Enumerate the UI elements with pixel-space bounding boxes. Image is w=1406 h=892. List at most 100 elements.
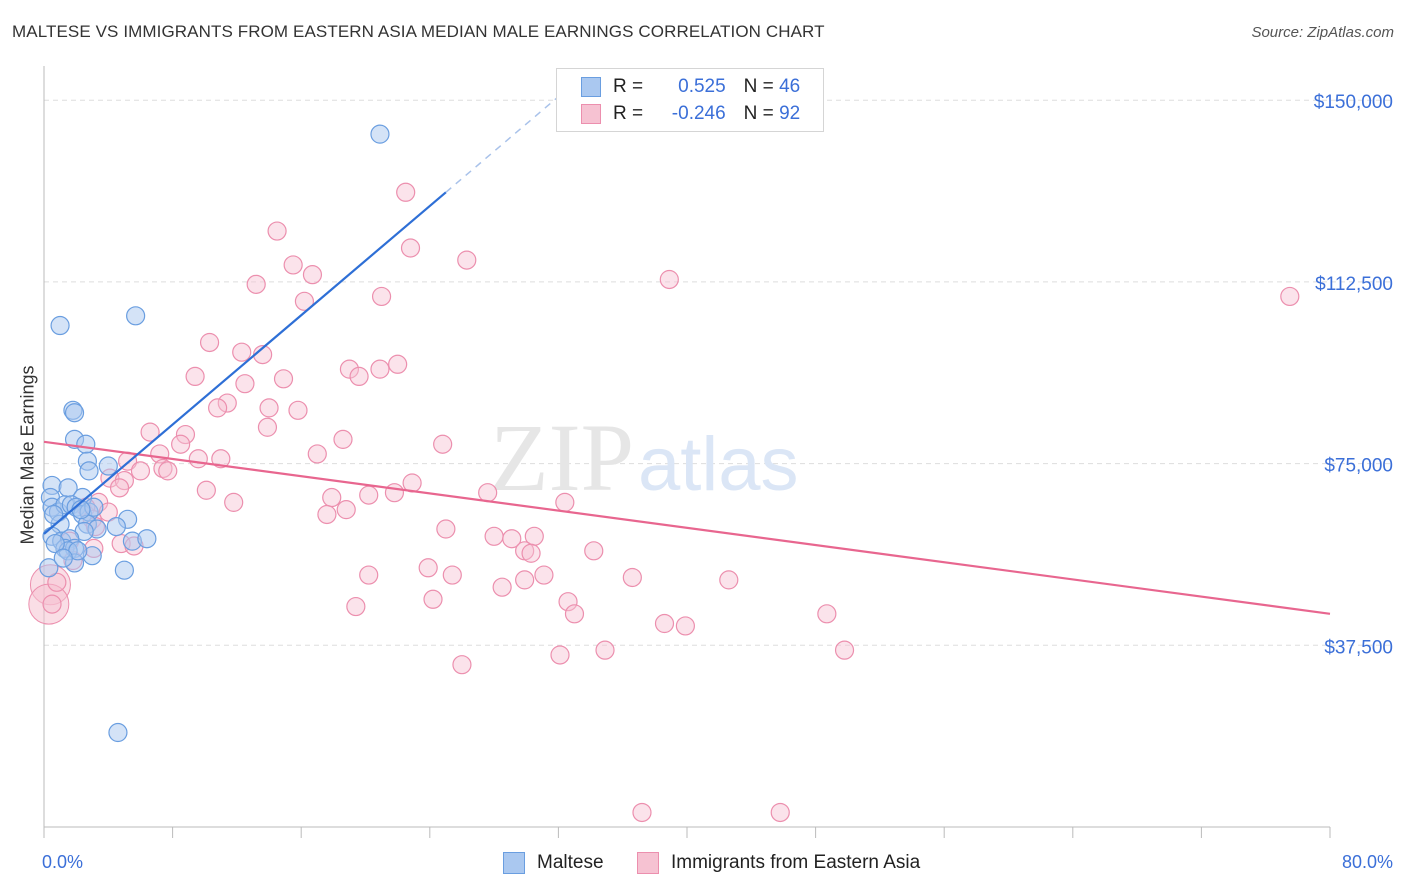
legend-r-value-maltese: 0.525 — [678, 76, 726, 97]
eastasia-point — [418, 558, 438, 578]
eastasia-point — [770, 802, 790, 823]
maltese-legend-swatch — [503, 852, 525, 874]
maltese-point — [45, 533, 65, 554]
eastasia-point — [359, 485, 379, 505]
eastasia-point — [235, 374, 255, 394]
eastasia-point — [322, 487, 342, 508]
watermark-zip: ZIP — [490, 404, 634, 511]
y-tick-label: $75,000 — [1324, 456, 1393, 477]
eastasia-point — [188, 449, 208, 469]
eastasia-point — [307, 444, 327, 464]
eastasia-trend-line — [43, 440, 1331, 615]
eastasia-point — [199, 332, 220, 353]
y-tick-labels: $37,500 $75,000 $112,500 $150,000 — [1314, 92, 1393, 658]
y-tick-label: $150,000 — [1314, 92, 1393, 113]
legend-r-label: R = — [613, 76, 644, 97]
watermark-atlas: atlas — [638, 422, 799, 507]
maltese-trend-extension — [445, 96, 559, 193]
x-tick-label-min: 0.0% — [42, 852, 84, 872]
trend-lines — [43, 96, 1331, 615]
eastasia-point — [719, 570, 739, 590]
eastasia-legend-label: Immigrants from Eastern Asia — [671, 852, 921, 873]
eastasia-point — [232, 342, 252, 362]
eastasia-point — [423, 589, 443, 609]
maltese-point — [114, 560, 134, 580]
eastasia-point — [1280, 286, 1300, 307]
source-label: Source: ZipAtlas.com — [1251, 24, 1394, 41]
eastasia-point — [564, 604, 585, 624]
eastasia-point — [224, 492, 244, 512]
eastasia-point — [659, 269, 679, 290]
eastasia-point — [346, 596, 366, 617]
eastasia-point — [400, 238, 421, 258]
eastasia-point — [675, 616, 695, 636]
eastasia-point — [555, 492, 575, 512]
y-tick-label: $37,500 — [1324, 637, 1393, 658]
maltese-point — [53, 548, 73, 568]
eastasia-point — [294, 291, 315, 311]
eastasia-point — [257, 417, 278, 437]
eastasia-point — [171, 434, 191, 454]
eastasia-point — [371, 286, 392, 307]
legend-n-label: N = — [743, 76, 774, 97]
eastasia-point — [339, 359, 360, 379]
eastasia-point — [558, 592, 578, 612]
maltese-point — [64, 403, 85, 423]
correlation-legend: R = 0.525 N = 46 R = -0.246 N = 92 — [556, 68, 824, 132]
legend-n-value-maltese: 46 — [779, 76, 801, 97]
legend-r-value-eastasia: -0.246 — [671, 103, 726, 124]
eastasia-point — [42, 594, 62, 614]
eastasia-point — [217, 393, 237, 413]
eastasia-point — [333, 429, 353, 449]
eastasia-point-large — [28, 583, 70, 625]
eastasia-point — [158, 461, 178, 481]
series-legend-maltese: Maltese — [503, 852, 604, 874]
maltese-point — [370, 124, 390, 144]
eastasia-point — [502, 529, 522, 549]
watermark: ZIP atlas — [490, 404, 799, 511]
eastasia-point — [196, 480, 216, 500]
eastasia-point — [484, 526, 504, 546]
series-legend-eastasia: Immigrants from Eastern Asia — [637, 852, 920, 874]
eastasia-point — [632, 802, 652, 823]
maltese-trend-line — [43, 191, 447, 535]
axes — [43, 66, 1331, 838]
eastasia-point — [436, 519, 456, 539]
maltese-point — [137, 529, 157, 549]
eastasia-point — [396, 182, 416, 202]
legend-r-label: R = — [613, 103, 644, 124]
eastasia-point — [595, 640, 615, 660]
eastasia-point — [208, 398, 228, 418]
eastasia-point — [388, 354, 408, 374]
maltese-point — [76, 434, 96, 454]
eastasia-point — [302, 265, 323, 285]
eastasia-point — [259, 398, 279, 418]
eastasia-point — [359, 565, 379, 585]
eastasia-point — [140, 422, 160, 442]
eastasia-point — [283, 255, 303, 275]
maltese-point — [39, 558, 59, 578]
eastasia-point — [534, 565, 554, 585]
eastasia-point — [550, 645, 570, 665]
eastasia-point — [384, 483, 405, 503]
eastasia-point — [47, 572, 67, 592]
eastasia-point — [452, 655, 472, 675]
eastasia-point — [457, 250, 477, 270]
eastasia-point — [654, 613, 675, 634]
maltese-points — [39, 124, 390, 743]
eastasia-point — [442, 565, 462, 585]
eastasia-swatch — [581, 104, 601, 124]
eastasia-point — [185, 366, 205, 386]
eastasia-point — [130, 461, 151, 481]
eastasia-point — [478, 483, 498, 503]
eastasia-point — [288, 400, 308, 420]
eastasia-point — [349, 366, 369, 386]
eastasia-point — [817, 604, 837, 624]
eastasia-legend-swatch — [637, 852, 659, 874]
eastasia-point — [336, 500, 356, 520]
maltese-swatch — [581, 77, 601, 97]
eastasia-point — [273, 369, 294, 389]
maltese-point — [106, 516, 126, 537]
eastasia-point — [211, 449, 231, 469]
